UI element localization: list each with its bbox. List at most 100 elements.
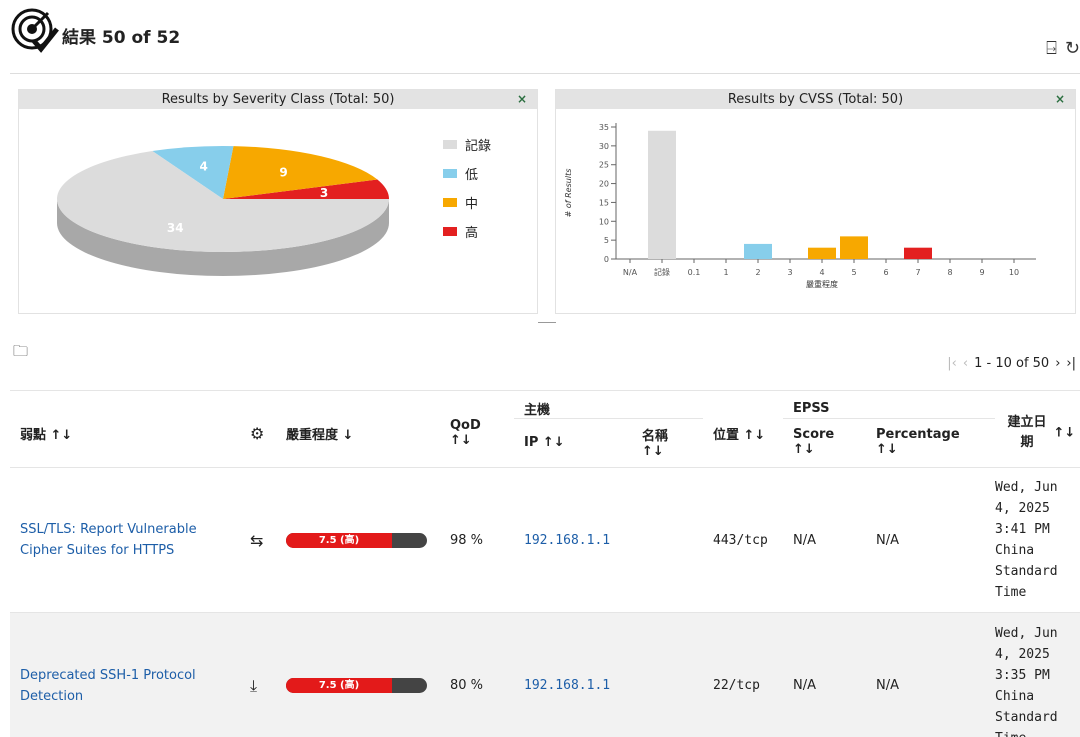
- bar: [744, 243, 772, 259]
- cvss-chart-title-text: Results by CVSS (Total: 50): [727, 92, 904, 107]
- table-row: SSL/TLS: Report Vulnerable Cipher Suites…: [10, 467, 1080, 613]
- bar: [648, 130, 676, 259]
- legend-swatch: [443, 169, 457, 178]
- severity-label: 7.5 (高): [318, 680, 360, 692]
- epss-percentage: N/A: [876, 532, 899, 548]
- legend-item: 高: [443, 217, 491, 246]
- severity-legend: 記錄低中高: [443, 130, 491, 246]
- close-icon[interactable]: ×: [1054, 92, 1065, 106]
- prev-page-button[interactable]: ‹: [962, 356, 969, 371]
- vuln-link[interactable]: SSL/TLS: Report Vulnerable Cipher Suites…: [20, 522, 197, 558]
- close-icon[interactable]: ×: [516, 92, 527, 106]
- x-tick-label: N/A: [623, 268, 638, 277]
- export-icon[interactable]: ⍈: [1046, 38, 1057, 59]
- x-tick-label: 0.1: [688, 268, 701, 277]
- severity-cell: 7.5 (高): [276, 468, 440, 613]
- y-tick-label: 10: [599, 217, 609, 226]
- pie-slice: [223, 146, 378, 199]
- pagination: |‹ ‹ 1 - 10 of 50 › ›|: [947, 356, 1076, 371]
- vuln-link[interactable]: Deprecated SSH-1 Protocol Detection: [20, 667, 196, 704]
- download-install-icon: ⤓: [250, 675, 258, 695]
- location-value: 22/tcp: [713, 678, 760, 694]
- legend-label: 記錄: [465, 139, 492, 154]
- panel-splitter-handle[interactable]: [538, 322, 556, 323]
- last-page-button[interactable]: ›|: [1066, 356, 1076, 371]
- pie-slice: [223, 179, 389, 199]
- col-created[interactable]: 建立日期 ↑↓: [995, 391, 1080, 468]
- x-tick-label: 4: [819, 268, 824, 277]
- y-tick-label: 30: [599, 142, 609, 151]
- first-page-button[interactable]: |‹: [947, 356, 957, 371]
- severity-bar-fill: [286, 678, 392, 694]
- results-radar-icon: [11, 8, 59, 53]
- created-date: Wed, Jun 4, 2025 3:35 PM China Standard …: [995, 625, 1058, 737]
- col-vuln[interactable]: 弱點 ↑↓: [20, 427, 73, 443]
- page-title: 結果 50 of 52: [62, 27, 181, 48]
- legend-swatch: [443, 140, 457, 149]
- pie-slice: [152, 146, 234, 199]
- pie-slice-label: 3: [320, 186, 328, 200]
- legend-label: 高: [465, 226, 479, 241]
- qod-value: 80 %: [450, 678, 484, 694]
- page-header: 結果 50 of 52: [10, 8, 181, 53]
- epss-percentage: N/A: [876, 678, 899, 694]
- results-table: 弱點 ↑↓ ⚙ 嚴重程度 ↓ QoD ↑↓ 主機 位置 ↑↓ EPSS 建立日期…: [10, 390, 1080, 737]
- legend-swatch: [443, 198, 457, 207]
- pie-slice-label: 34: [167, 221, 184, 235]
- vendor-fix-icon: ⇆: [250, 530, 264, 550]
- y-tick-label: 15: [599, 198, 609, 207]
- severity-bar: 7.5 (高): [286, 532, 427, 548]
- y-tick-label: 5: [604, 236, 609, 245]
- x-tick-label: 8: [947, 268, 952, 277]
- x-tick-label: 10: [1009, 268, 1019, 277]
- col-qod[interactable]: QoD ↑↓: [450, 418, 481, 448]
- col-severity[interactable]: 嚴重程度 ↓: [286, 427, 354, 443]
- next-page-button[interactable]: ›: [1055, 356, 1061, 371]
- epss-score: N/A: [793, 532, 816, 548]
- pie-slice-label: 4: [200, 160, 208, 174]
- severity-bar: 7.5 (高): [286, 678, 427, 694]
- location-value: 443/tcp: [713, 532, 768, 548]
- table-row: Deprecated SSH-1 Protocol Detection ⤓ 7.…: [10, 612, 1080, 737]
- epss-score: N/A: [793, 678, 816, 694]
- header-actions: ⍈ ↻: [1046, 38, 1080, 59]
- col-created-label: 建立日期: [1007, 415, 1047, 450]
- severity-label: 7.5 (高): [318, 534, 360, 546]
- bar: [808, 247, 836, 259]
- pie-slice: [56, 151, 389, 252]
- cvss-bar-chart: 0 5 10 15 20 25 30 35 # of Results N/A 記錄 0.1 1 2 3 4 5 6…: [564, 123, 1036, 289]
- legend-item: 中: [443, 188, 491, 217]
- col-score[interactable]: Score ↑↓: [783, 418, 866, 468]
- y-tick-label: 20: [599, 180, 609, 189]
- col-ip[interactable]: IP ↑↓: [514, 418, 632, 468]
- severity-pie-chart: 3 9 4 34: [56, 146, 389, 276]
- bar: [904, 247, 932, 259]
- severity-bar-fill: [286, 532, 392, 548]
- refresh-icon[interactable]: ↻: [1064, 38, 1080, 59]
- cvss-chart-title: Results by CVSS (Total: 50) ×: [556, 90, 1075, 109]
- col-epss: EPSS: [793, 401, 830, 416]
- x-tick-label: 9: [979, 268, 984, 277]
- x-tick-label: 3: [787, 268, 792, 277]
- folder-icon[interactable]: 🗀: [13, 342, 29, 360]
- legend-label: 低: [465, 168, 479, 183]
- y-tick-label: 0: [604, 255, 609, 264]
- col-name[interactable]: 名稱 ↑↓: [632, 418, 703, 468]
- severity-cell: 7.5 (高): [276, 613, 440, 737]
- col-location[interactable]: 位置 ↑↓: [713, 427, 766, 443]
- x-tick-label: 6: [883, 268, 888, 277]
- created-date: Wed, Jun 4, 2025 3:41 PM China Standard …: [995, 480, 1058, 600]
- host-ip-link[interactable]: 192.168.1.1: [524, 678, 611, 694]
- severity-chart-title: Results by Severity Class (Total: 50) ×: [19, 90, 537, 109]
- y-tick-label: 25: [599, 161, 609, 170]
- y-axis-label: # of Results: [564, 169, 573, 218]
- bar: [840, 236, 868, 259]
- col-host: 主機: [524, 403, 551, 418]
- legend-swatch: [443, 227, 457, 236]
- host-ip-link[interactable]: 192.168.1.1: [524, 532, 611, 548]
- qod-value: 98 %: [450, 532, 484, 548]
- severity-chart-panel: Results by Severity Class (Total: 50) × …: [18, 89, 538, 314]
- x-tick-label: 5: [851, 268, 856, 277]
- pie-side-wall: [57, 199, 389, 276]
- col-percentage[interactable]: Percentage ↑↓: [866, 418, 995, 468]
